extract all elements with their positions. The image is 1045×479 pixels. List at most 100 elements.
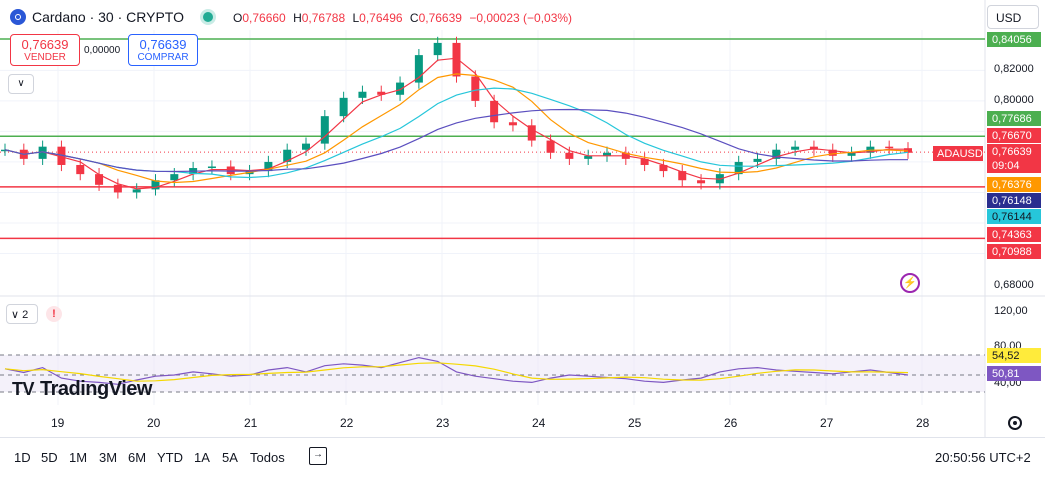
price-axis-label: 0,82000	[994, 63, 1034, 75]
candle-body	[113, 184, 122, 193]
candle-body	[490, 100, 499, 123]
candle-body	[508, 122, 517, 126]
candle-body	[471, 76, 480, 101]
range-6m[interactable]: 6M	[128, 450, 147, 465]
last-price-tag: 0,76639	[987, 144, 1041, 159]
level-tag: 0,84056	[987, 32, 1041, 47]
gear-icon[interactable]	[1008, 416, 1022, 430]
currency-button[interactable]: USD	[987, 5, 1039, 29]
time-axis-label: 22	[340, 416, 354, 430]
buy-price: 0,76639	[139, 37, 187, 52]
high-key: H	[293, 11, 302, 25]
rsi-tag: 50,81	[987, 366, 1041, 381]
low-key: L	[352, 11, 360, 25]
close-value: 0,76639	[418, 11, 462, 25]
moving-average-line	[4, 108, 908, 173]
candle-body	[151, 180, 160, 190]
range-1m[interactable]: 1M	[69, 450, 88, 465]
cardano-icon	[10, 9, 26, 25]
bottom-toolbar	[0, 437, 1045, 479]
rsi-line	[4, 356, 909, 385]
spread-value: 0,00000	[84, 45, 121, 56]
ma-tag: 0,76148	[987, 193, 1041, 208]
clock[interactable]: 20:50:56 UTC+2	[935, 450, 1031, 465]
candle-body	[302, 143, 310, 150]
level-tag: 0,77686	[987, 111, 1041, 126]
rsi-ma-line	[4, 362, 909, 382]
collapse-button[interactable]: ∨	[8, 74, 34, 94]
candle-body	[57, 146, 66, 165]
candle-body	[433, 42, 442, 56]
moving-average-line	[4, 73, 909, 184]
candle-body	[565, 152, 574, 159]
candle-body	[546, 140, 555, 153]
ma-tag: 0,76144	[987, 209, 1041, 224]
candle-body	[226, 166, 235, 175]
candle-body	[847, 152, 856, 156]
lightning-icon[interactable]: ⚡	[900, 273, 920, 293]
range-5a[interactable]: 5A	[222, 450, 238, 465]
candle-body	[132, 189, 141, 193]
time-axis-label: 26	[724, 416, 738, 430]
logo-text: TradingView	[40, 378, 152, 400]
candle-body	[1, 149, 9, 152]
moving-average-line	[4, 57, 908, 190]
candle-body	[414, 55, 423, 83]
range-3m[interactable]: 3M	[99, 450, 118, 465]
candle-body	[264, 161, 273, 172]
sell-button[interactable]: 0,76639 VENDER	[10, 34, 80, 66]
rsi-ma-tag: 54,52	[987, 348, 1041, 363]
tradingview-logo[interactable]: TV TradingView	[12, 378, 152, 401]
level-tag: 0,70988	[987, 244, 1041, 259]
warning-icon[interactable]: !	[46, 306, 62, 322]
buy-button[interactable]: 0,76639 COMPRAR	[128, 34, 198, 66]
candle-body	[320, 116, 329, 144]
price-axis-label: 0,80000	[994, 94, 1034, 106]
price-chart[interactable]	[0, 0, 1045, 437]
market-status-icon	[203, 12, 213, 22]
candle-body	[95, 174, 104, 185]
time-axis-label: 27	[820, 416, 834, 430]
time-axis-label: 25	[628, 416, 642, 430]
low-value: 0,76496	[359, 11, 403, 25]
buy-label: COMPRAR	[137, 52, 189, 63]
change-value: −0,00023 (−0,03%)	[469, 11, 573, 25]
candle-body	[452, 42, 461, 77]
candle-body	[640, 158, 649, 165]
level-tag: 0,74363	[987, 227, 1041, 242]
pane-toggle-button[interactable]: ∨ 2	[6, 304, 38, 324]
price-axis-label: 0,68000	[994, 279, 1034, 291]
high-tag: 0,76670	[987, 128, 1041, 143]
range-ytd[interactable]: YTD	[157, 450, 183, 465]
candle-body	[603, 152, 611, 156]
calendar-icon[interactable]: →	[309, 447, 327, 465]
candle-body	[358, 91, 367, 98]
sell-price: 0,76639	[21, 37, 69, 52]
candle-body	[527, 125, 536, 141]
range-5d[interactable]: 5D	[41, 450, 58, 465]
candle-body	[283, 149, 292, 162]
range-all[interactable]: Todos	[250, 450, 285, 465]
range-1d[interactable]: 1D	[14, 450, 31, 465]
candle-body	[339, 97, 348, 117]
countdown-tag: 09:04	[987, 158, 1041, 173]
indicator-axis-label: 120,00	[994, 305, 1028, 317]
candle-body	[697, 180, 706, 184]
candle-body	[76, 164, 85, 175]
candle-body	[38, 146, 47, 159]
candle-body	[678, 171, 687, 181]
symbol-title[interactable]: Cardano · 30 · CRYPTO	[32, 9, 184, 25]
symbol-tag: ADAUSD	[933, 146, 983, 161]
candle-body	[734, 161, 743, 175]
candle-body	[396, 82, 405, 95]
open-value: 0,76660	[242, 11, 286, 25]
time-axis-label: 23	[436, 416, 450, 430]
ohlc-readout: O0,76660 H0,76788 L0,76496 C0,76639 −0,0…	[233, 11, 576, 25]
high-value: 0,76788	[301, 11, 346, 25]
time-axis-label: 20	[147, 416, 161, 430]
chevron-down-icon: ∨	[17, 78, 25, 89]
candle-body	[207, 166, 216, 169]
candle-body	[791, 146, 800, 150]
range-1a[interactable]: 1A	[194, 450, 210, 465]
moving-average-line	[4, 87, 909, 179]
